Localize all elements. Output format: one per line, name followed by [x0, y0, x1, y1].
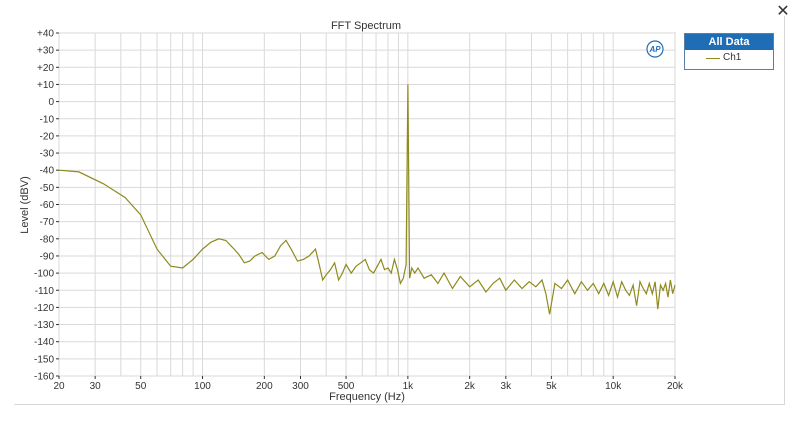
y-tick-label: -30	[40, 149, 55, 160]
y-tick-label: -90	[40, 251, 55, 262]
y-tick-label: +10	[37, 80, 54, 91]
legend-swatch	[706, 58, 720, 59]
y-tick-label: -100	[34, 269, 54, 280]
grid	[58, 32, 676, 377]
y-tick-label: -70	[40, 217, 55, 228]
x-tick-label: 1k	[403, 381, 415, 392]
x-tick-label: 200	[256, 381, 273, 392]
x-axis-ticks: 20 30 50 100 200 300 500 1k 2k 3k 5k 10k 20k	[53, 376, 684, 392]
y-tick-label: -50	[40, 183, 55, 194]
y-tick-label: -20	[40, 131, 55, 142]
y-tick-label: -80	[40, 234, 55, 245]
y-tick-label: 0	[48, 97, 54, 108]
y-tick-label: -60	[40, 200, 55, 211]
y-tick-label: -110	[35, 286, 55, 297]
ap-logo-text: AP	[648, 45, 661, 54]
y-tick-label: -40	[40, 166, 55, 177]
y-tick-label: -120	[34, 303, 54, 314]
y-tick-label: -150	[34, 354, 54, 365]
y-tick-label: -10	[40, 114, 55, 125]
series-ch1-line	[58, 84, 676, 315]
x-tick-label: 10k	[605, 381, 622, 392]
y-axis-ticks: +40 +30 +20 +10 0 -10 -20 -30 -40 -50 -60 -70 -80 -90…	[34, 29, 59, 383]
x-tick-label: 20k	[667, 381, 684, 392]
y-tick-label: +30	[37, 46, 54, 57]
legend-item-ch1[interactable]: Ch1	[685, 50, 773, 66]
x-axis-label: Frequency (Hz)	[329, 391, 405, 403]
y-axis-label: Level (dBV)	[19, 176, 31, 233]
x-tick-label: 300	[292, 381, 309, 392]
x-tick-label: 5k	[546, 381, 558, 392]
close-icon[interactable]: ✕	[776, 3, 790, 20]
legend-header[interactable]: All Data	[685, 34, 773, 50]
y-tick-label: +20	[37, 63, 54, 74]
x-tick-label: 50	[135, 381, 147, 392]
y-tick-label: +40	[37, 29, 54, 40]
x-tick-label: 100	[194, 381, 211, 392]
y-tick-label: -130	[34, 320, 54, 331]
x-tick-label: 3k	[501, 381, 513, 392]
x-tick-label: 2k	[464, 381, 476, 392]
y-tick-label: -160	[34, 372, 54, 383]
chart-title: FFT Spectrum	[331, 20, 401, 32]
y-tick-label: -140	[34, 337, 54, 348]
x-tick-label: 30	[90, 381, 102, 392]
legend-item-label: Ch1	[723, 52, 742, 63]
ap-logo-icon: AP	[646, 40, 664, 58]
legend: All Data Ch1	[684, 33, 774, 70]
x-tick-label: 500	[338, 381, 355, 392]
x-tick-label: 20	[53, 381, 65, 392]
